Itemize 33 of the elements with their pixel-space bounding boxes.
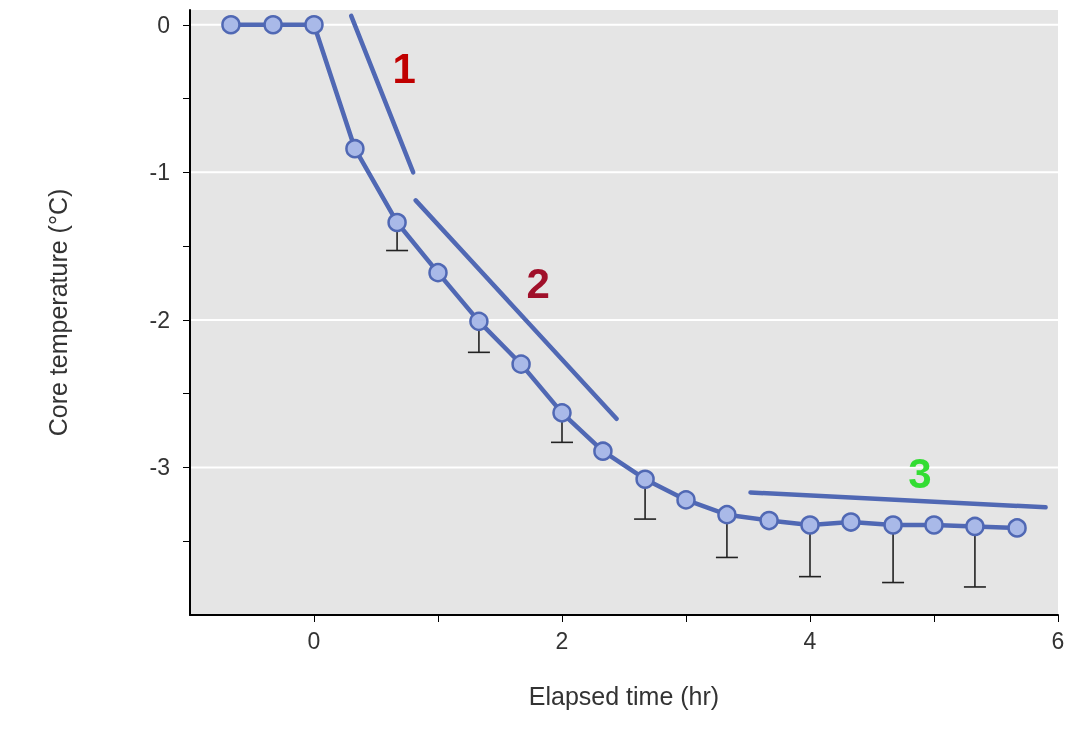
point [511,354,531,374]
y-tick-label: -2 [149,306,170,333]
point [1007,518,1027,538]
point [717,504,737,525]
point [883,515,903,535]
x-tick-label: 0 [307,627,321,654]
point [676,490,696,510]
y-tick-label: -3 [149,454,170,481]
point [221,15,241,35]
point [428,262,448,283]
x-tick-label: 4 [803,627,817,654]
series-label: 1 [392,44,416,92]
point [387,212,407,233]
point [965,516,985,537]
point [345,138,365,159]
y-tick-label: -1 [149,159,170,186]
y-axis-title: Core temperature (°C) [43,188,72,437]
point [635,469,655,489]
point [841,512,861,532]
point [552,403,572,423]
point [593,441,613,461]
x-tick-label: 6 [1051,627,1065,654]
point [263,15,283,35]
x-axis-title: Elapsed time (hr) [528,681,720,710]
point [469,311,489,332]
point [924,515,944,535]
series-label: 3 [908,450,932,498]
y-tick-label: 0 [157,11,170,38]
series-label: 2 [526,260,550,308]
point [304,15,324,35]
point [759,510,779,531]
x-tick-label: 2 [555,627,569,654]
point [800,515,820,535]
